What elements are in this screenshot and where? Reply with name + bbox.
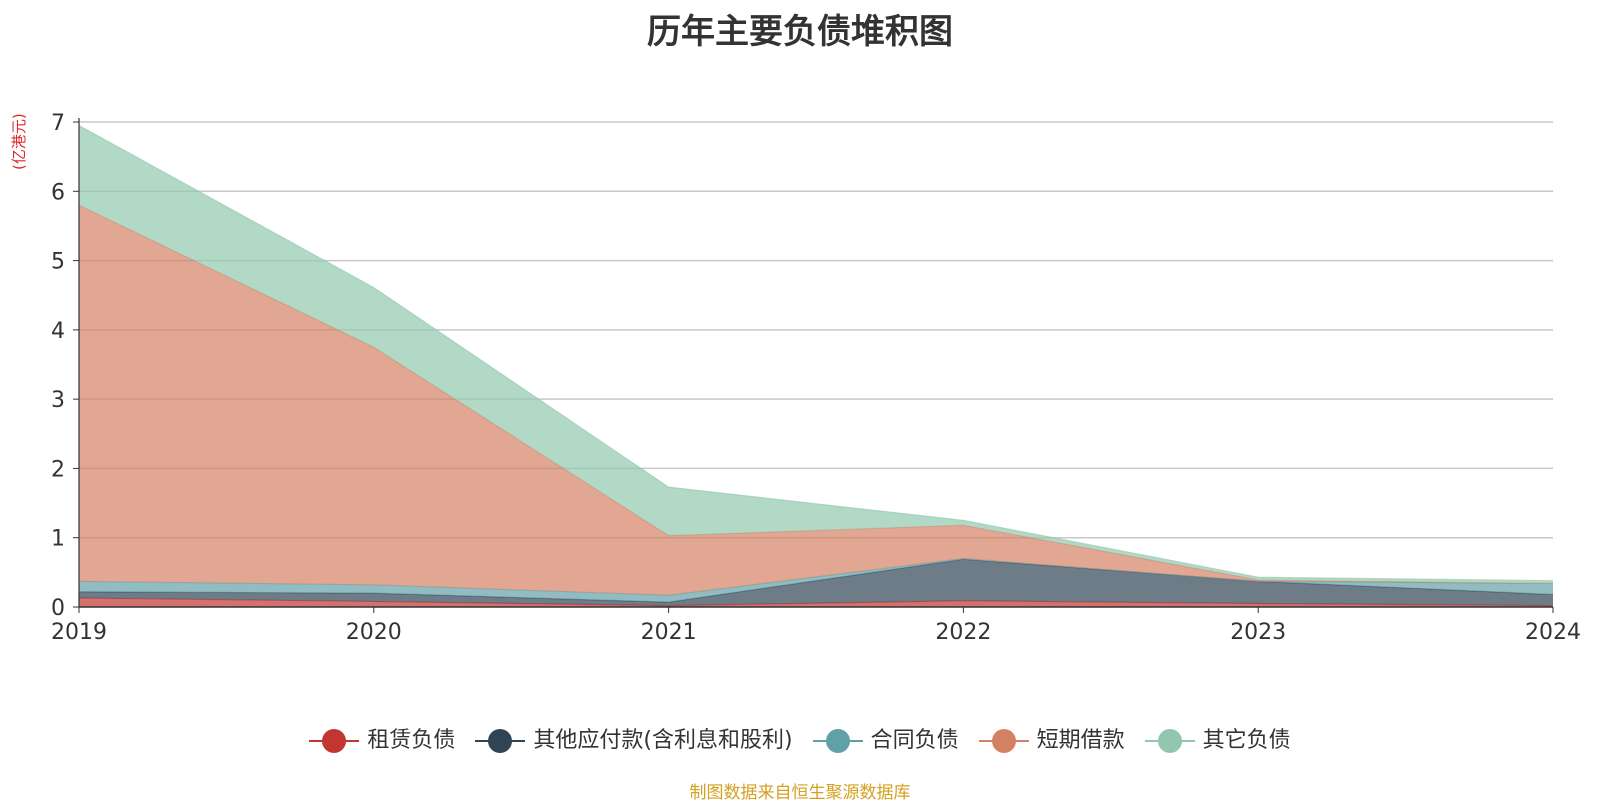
area-series-2 [79,558,1553,603]
area-series-1 [79,559,1553,606]
area-series [78,124,1554,607]
x-tick-label: 2019 [51,620,107,645]
y-tick-label: 2 [51,457,65,482]
y-tick-label: 7 [51,111,65,136]
series-line-4 [78,124,1554,582]
x-tick-label: 2020 [346,620,402,645]
legend-marker-icon [1144,729,1195,753]
axes: 0 1 2 3 4 5 6 7 2019 2020 2021 2022 2023 2024 [51,111,1581,645]
legend-item-3[interactable]: 短期借款 [978,722,1125,754]
y-tick-label: 0 [51,596,65,621]
legend-label: 其它负债 [1202,728,1291,753]
y-tick-label: 5 [51,250,65,275]
legend-marker-icon [812,729,863,753]
series-line-3 [78,204,1554,585]
legend-item-1[interactable]: 其他应付款(含利息和股利) [475,722,793,754]
y-tick-label: 1 [51,527,65,552]
legend-label: 其他应付款(含利息和股利) [533,728,793,753]
legend: 租赁负债 其他应付款(含利息和股利) 合同负债 短期借款 其它负债 [0,722,1600,754]
x-tick-label: 2022 [935,620,991,645]
x-tick-label: 2024 [1525,620,1581,645]
chart-title: 历年主要负债堆积图 [647,12,953,52]
legend-label: 合同负债 [870,728,959,753]
area-series-0 [79,597,1553,607]
legend-item-0[interactable]: 租赁负债 [309,722,455,754]
area-series-3 [79,205,1553,596]
y-tick-label: 4 [51,319,65,344]
legend-label: 租赁负债 [367,728,456,753]
x-tick-label: 2023 [1230,620,1286,645]
legend-marker-icon [475,729,526,753]
legend-item-4[interactable]: 其它负债 [1144,722,1291,754]
legend-marker-icon [309,729,360,753]
y-tick-label: 3 [51,388,65,413]
legend-item-2[interactable]: 合同负债 [812,722,959,754]
y-tick-label: 6 [51,180,65,205]
legend-label: 短期借款 [1036,728,1125,753]
legend-marker-icon [978,729,1029,753]
source-note: 制图数据来自恒生聚源数据库 [689,783,911,803]
x-tick-label: 2021 [641,620,697,645]
